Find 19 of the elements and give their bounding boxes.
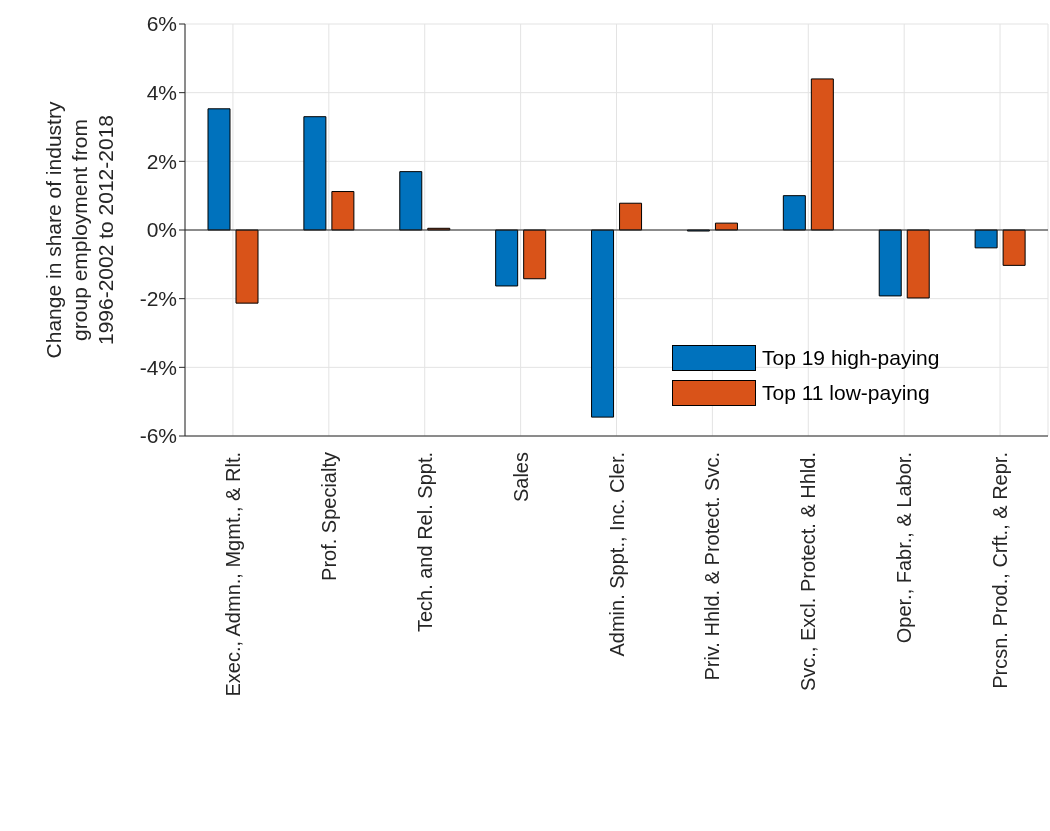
x-tick-label: Prof. Specialty [317, 452, 340, 581]
x-tick-label: Sales [509, 452, 532, 503]
y-tick-label: 4% [146, 81, 177, 105]
x-tick-label: Admin. Sppt., Inc. Cler. [605, 452, 628, 657]
y-tick-label: -6% [139, 424, 177, 448]
x-tick-label: Exec., Admn., Mgmt., & Rlt. [221, 452, 244, 697]
x-tick-label: Tech. and Rel. Sppt. [413, 452, 436, 633]
y-tick-label: 6% [146, 12, 177, 36]
y-axis-title: Change in share of industry group employment from 1996-2002 to 2012-2018 [41, 100, 118, 361]
y-tick-label: -4% [139, 355, 177, 379]
x-tick-label: Priv. Hhld. & Protect. Svc. [701, 452, 724, 681]
legend-label: Top 11 low-paying [762, 380, 930, 405]
y-tick-label: 0% [146, 218, 177, 242]
y-tick-label: 2% [146, 149, 177, 173]
legend-label: Top 19 high-paying [762, 345, 940, 370]
x-tick-label: Prcsn. Prod., Crft., & Repr. [989, 452, 1012, 689]
x-tick-label: Oper., Fabr., & Labor. [893, 452, 916, 644]
x-tick-label: Svc., Excl. Protect. & Hhld. [797, 452, 820, 691]
y-tick-label: -2% [139, 287, 177, 311]
